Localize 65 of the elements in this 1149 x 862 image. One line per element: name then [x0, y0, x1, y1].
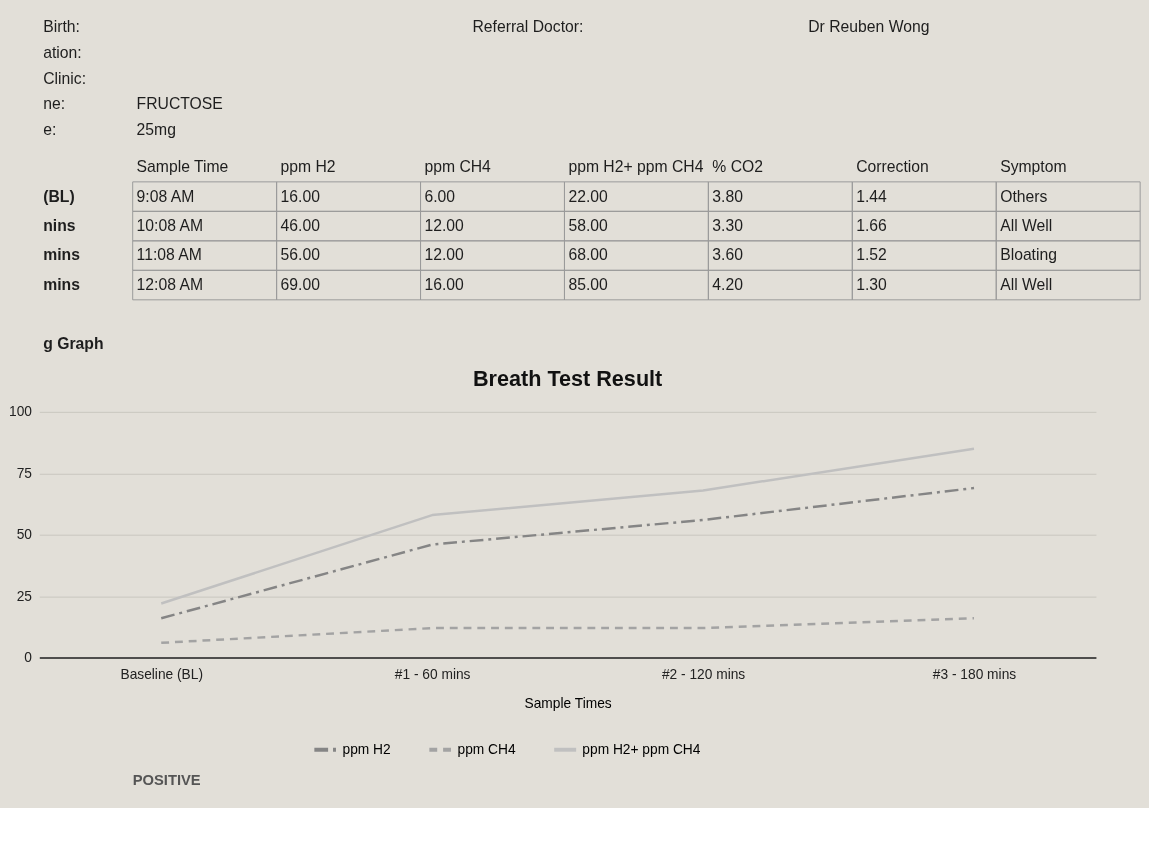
text: 46.00: [280, 217, 320, 235]
text: 12:08 AM: [136, 275, 204, 293]
text: 69.00: [280, 275, 320, 293]
category-label: Sample Time: [136, 158, 229, 176]
y-tick-label: 100: [8, 404, 33, 420]
chart-title: Breath Test Result: [472, 366, 663, 392]
text: Referral Doctor:: [472, 18, 584, 36]
line-series: [160, 486, 976, 620]
text: 1.30: [856, 275, 887, 293]
text: POSITIVE: [132, 772, 201, 789]
text: 9:08 AM: [136, 187, 195, 205]
text: Others: [1000, 187, 1048, 205]
category-label: ation:: [43, 44, 82, 62]
text: 12.00: [424, 217, 464, 235]
text: Dr Reuben Wong: [808, 18, 930, 36]
text: 22.00: [568, 187, 608, 205]
text: 11:08 AM: [136, 246, 202, 264]
text: 3.60: [712, 246, 743, 264]
text: 58.00: [568, 217, 608, 235]
y-tick-label: 50: [16, 527, 33, 543]
text: 1.44: [856, 187, 887, 205]
text: Bloating: [1000, 246, 1057, 264]
category-label: mins: [43, 275, 80, 293]
legend-label: ppm CH4: [457, 741, 516, 757]
y-tick-label: 0: [24, 650, 33, 666]
text: 1.66: [856, 217, 887, 235]
text: 3.30: [712, 217, 743, 235]
x-tick-label: #2 - 120 mins: [661, 666, 746, 682]
x-tick-label: #1 - 60 mins: [394, 666, 471, 682]
text: 16.00: [424, 275, 464, 293]
x-tick-label: #3 - 180 mins: [932, 666, 1017, 682]
category-label: ne:: [43, 95, 66, 113]
category-label: nins: [43, 217, 76, 235]
category-label: Correction: [856, 158, 929, 176]
text: 56.00: [280, 246, 320, 264]
x-tick-label: Baseline (BL): [120, 666, 203, 682]
text: FRUCTOSE: [136, 95, 223, 113]
x-axis-title: Sample Times: [524, 696, 612, 712]
category-label: Clinic:: [43, 69, 87, 87]
y-tick-label: 75: [16, 465, 33, 481]
text: 25mg: [136, 120, 176, 138]
text: 6.00: [424, 187, 456, 205]
category-label: % CO2: [712, 158, 763, 176]
y-tick-label: 25: [16, 588, 33, 604]
category-label: mins: [43, 246, 80, 264]
text: 68.00: [568, 246, 608, 264]
category-label: e:: [43, 120, 57, 138]
legend-label: ppm H2: [342, 741, 391, 757]
category-label: ppm CH4: [424, 158, 492, 176]
text: 16.00: [280, 187, 320, 205]
category-label: ppm H2: [280, 158, 336, 176]
text: 4.20: [712, 275, 743, 293]
text: All Well: [1000, 275, 1053, 293]
text: 10:08 AM: [136, 217, 204, 235]
category-label: ppm H2+ ppm CH4: [568, 158, 704, 176]
legend-label: ppm H2+ ppm CH4: [582, 741, 701, 757]
category-label: Birth:: [43, 18, 80, 36]
text: 85.00: [568, 275, 608, 293]
text: 3.80: [712, 187, 743, 205]
category-label: Symptom: [1000, 158, 1067, 176]
category-label: (BL): [43, 187, 75, 205]
text: All Well: [1000, 217, 1053, 235]
text: g Graph: [43, 334, 104, 352]
text: 12.00: [424, 246, 464, 264]
text: 1.52: [856, 246, 887, 264]
